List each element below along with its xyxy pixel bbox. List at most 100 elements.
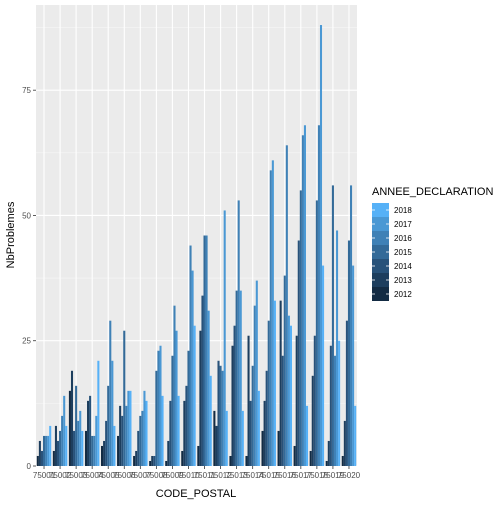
x-tick-label: 75008 xyxy=(145,471,168,480)
bar xyxy=(231,345,234,466)
bar xyxy=(325,460,328,466)
bar xyxy=(233,325,236,466)
bar xyxy=(111,360,114,466)
bar xyxy=(207,310,210,466)
plot-panel xyxy=(36,5,357,466)
bar xyxy=(159,345,162,466)
bar xyxy=(267,320,270,466)
x-tick-label: 75017 xyxy=(290,471,313,480)
bar xyxy=(303,125,306,466)
bar xyxy=(279,300,282,466)
bar xyxy=(311,375,314,466)
x-tick-label: 75001 xyxy=(33,471,56,480)
bar xyxy=(281,355,284,466)
bars xyxy=(36,25,357,467)
bar xyxy=(117,435,120,466)
bar xyxy=(247,335,250,466)
bar xyxy=(155,370,158,466)
x-tick-label: 75006 xyxy=(113,471,136,480)
x-tick-label: 75018 xyxy=(306,471,329,480)
bar xyxy=(173,305,176,466)
bar xyxy=(199,330,202,466)
bar xyxy=(89,395,92,466)
x-tick-label: 75014 xyxy=(242,471,265,480)
bar xyxy=(297,240,300,466)
bar xyxy=(167,440,170,466)
bar xyxy=(193,325,196,466)
bar xyxy=(151,455,154,466)
x-tick-label: 75002 xyxy=(49,471,72,480)
bar xyxy=(241,410,244,466)
legend: ANNEE_DECLARATION 2018201720162015201420… xyxy=(372,186,493,301)
bar xyxy=(109,320,112,466)
bar xyxy=(221,370,224,466)
bar xyxy=(201,295,204,466)
x-tick-label: 75019 xyxy=(322,471,345,480)
x-tick-label: 75005 xyxy=(97,471,120,480)
bar xyxy=(119,405,122,466)
bar xyxy=(205,235,208,466)
bar xyxy=(81,430,84,466)
bar xyxy=(75,385,78,466)
bar xyxy=(171,355,174,466)
bar xyxy=(84,430,88,466)
bar xyxy=(91,435,94,466)
bar xyxy=(137,430,140,466)
bar xyxy=(54,425,57,466)
bar xyxy=(56,440,60,466)
bar xyxy=(347,240,350,466)
x-tick-label: 75003 xyxy=(65,471,88,480)
legend-key xyxy=(372,217,389,231)
legend-title: ANNEE_DECLARATION xyxy=(372,186,493,198)
bar xyxy=(177,395,180,466)
bar xyxy=(223,210,226,466)
bar xyxy=(237,200,240,467)
x-tick-label: 75016 xyxy=(274,471,297,480)
bar xyxy=(157,350,160,466)
bar xyxy=(191,270,194,466)
bar xyxy=(273,300,276,466)
bar xyxy=(169,400,172,466)
bar xyxy=(141,410,144,466)
bar xyxy=(336,230,339,466)
x-tick-label: 75012 xyxy=(209,471,232,480)
legend-key xyxy=(372,231,389,245)
bar xyxy=(319,25,323,466)
legend-key xyxy=(372,245,389,259)
bar xyxy=(183,400,186,466)
bar xyxy=(45,435,48,466)
bar xyxy=(327,440,330,466)
bar xyxy=(333,355,337,466)
bar xyxy=(257,390,260,466)
bar xyxy=(49,425,52,466)
bar xyxy=(133,455,136,466)
bar xyxy=(36,455,39,466)
bar xyxy=(105,420,108,466)
bar xyxy=(127,390,130,466)
legend-label: 2016 xyxy=(394,234,412,243)
bar xyxy=(229,455,232,466)
legend-items: 2018 2017 2016 2015 2014 2013 2012 xyxy=(372,203,412,301)
bar xyxy=(305,405,309,466)
bar xyxy=(95,415,98,466)
bar xyxy=(209,375,212,466)
bar xyxy=(65,425,68,466)
bar xyxy=(175,330,178,466)
bar xyxy=(68,390,71,466)
x-tick-label: 75015 xyxy=(258,471,281,480)
x-tick-label: 75009 xyxy=(161,471,184,480)
bar xyxy=(219,365,222,466)
bar xyxy=(38,440,41,466)
bar xyxy=(285,145,288,467)
bar xyxy=(295,335,298,466)
bar xyxy=(52,450,55,466)
legend-key xyxy=(372,259,389,273)
bar xyxy=(354,405,357,466)
x-axis-title: CODE_POSTAL xyxy=(156,488,237,500)
bar xyxy=(265,370,268,466)
bar xyxy=(135,450,138,466)
bar xyxy=(293,445,296,466)
legend-key xyxy=(372,287,389,301)
